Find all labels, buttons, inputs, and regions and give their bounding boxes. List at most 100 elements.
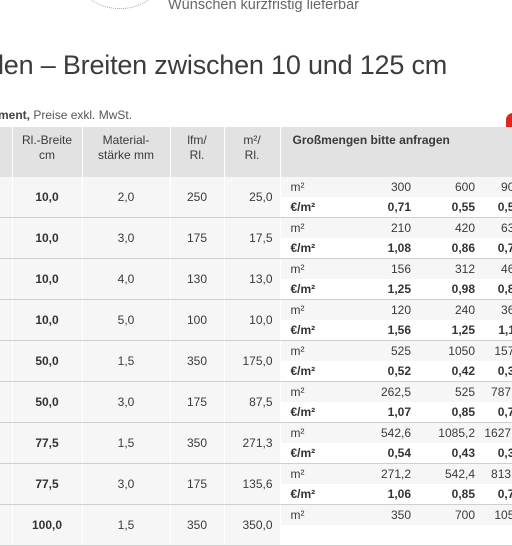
cell-price-3: 0,75 <box>482 484 512 505</box>
table-row-price: €/m²1,250,980,88 <box>0 279 512 300</box>
cell-width: 10,0 <box>12 217 83 259</box>
cell-unit-price: €/m² <box>280 361 346 382</box>
table-row-price: €/m²1,060,850,75 <box>0 484 512 505</box>
cell-unit-price: €/m² <box>280 279 346 300</box>
cell-lfm: 350 <box>170 340 225 382</box>
cell-lfm: 250 <box>170 177 225 218</box>
cell-qty-1: 210 <box>346 217 418 238</box>
cell-thickness: 3,0 <box>82 381 171 423</box>
cell-m2: 271,3 <box>224 422 281 464</box>
cell-price-1: 0,54 <box>346 443 418 464</box>
header-cell-cut <box>0 127 13 177</box>
cell-price-2: 0,86 <box>418 238 482 259</box>
cell-unit-price: €/m² <box>280 320 346 341</box>
cell-price-1: 1,07 <box>346 402 418 423</box>
cell-width: 77,5 <box>12 463 83 505</box>
table-row-price: €/m²1,080,860,76 <box>0 238 512 259</box>
cell-unit-qty: m² <box>280 299 346 320</box>
cell-qty-2: 600 <box>418 177 482 197</box>
table-row-price: €/m²1,561,251,11 <box>0 320 512 341</box>
cell-qty-1: 271,2 <box>346 463 418 484</box>
header-m2: m²/Rl. <box>224 127 281 177</box>
cell-qty-3: 813,6 <box>482 463 512 484</box>
cell-m2: 25,0 <box>224 177 281 218</box>
cell-lfm: 175 <box>170 381 225 423</box>
cell-m2: 175,0 <box>224 340 281 382</box>
cell-width: 10,0 <box>12 299 83 341</box>
cell-lfm: 175 <box>170 217 225 259</box>
row-edge-cell <box>0 258 13 300</box>
page-title: len – Breiten zwischen 10 und 125 cm <box>0 50 448 80</box>
price-note-rest: Preise exkl. MwSt. <box>30 108 133 122</box>
cell-qty-2: 1050 <box>418 340 482 361</box>
header-bulk: Großmengen bitte anfragen <box>280 127 512 177</box>
table-row-price: €/m²0,710,550,50 <box>0 197 512 218</box>
cell-qty-2: 420 <box>418 217 482 238</box>
cell-unit-price: €/m² <box>280 484 346 505</box>
row-edge-cell <box>0 299 13 341</box>
cell-unit-price: €/m² <box>280 402 346 423</box>
cell-unit-price: €/m² <box>280 197 346 218</box>
cell-unit-qty: m² <box>280 340 346 361</box>
cell-m2: 13,0 <box>224 258 281 300</box>
cell-price-2: 0,42 <box>418 361 482 382</box>
price-note: ment, Preise exkl. MwSt. <box>0 108 132 122</box>
cell-qty-3: 1627,8 <box>482 422 512 443</box>
cell-qty-2: 525 <box>418 381 482 402</box>
cell-thickness: 2,0 <box>82 177 171 218</box>
cell-price-2: 0,85 <box>418 484 482 505</box>
cell-price-1: 1,25 <box>346 279 418 300</box>
cell-qty-3: 1575 <box>482 340 512 361</box>
cell-qty-1: 300 <box>346 177 418 197</box>
cell-thickness: 1,5 <box>82 504 171 546</box>
cell-unit-qty: m² <box>280 463 346 484</box>
cell-price-1: 1,06 <box>346 484 418 505</box>
price-table: Rl.-Breite cm Material-stärke mm lfm/Rl. … <box>0 127 512 546</box>
row-edge-cell <box>0 381 13 423</box>
cell-m2: 135,6 <box>224 463 281 505</box>
table-row-price: €/m²0,540,430,39 <box>0 443 512 464</box>
cell-price-2: 0,43 <box>418 443 482 464</box>
price-note-bold: ment, <box>0 108 31 122</box>
cell-m2: 87,5 <box>224 381 281 423</box>
cell-price-3: 1,11 <box>482 320 512 341</box>
cell-qty-2: 700 <box>418 504 482 525</box>
cell-price-3: 0,76 <box>482 238 512 259</box>
cell-qty-3: 900 <box>482 177 512 197</box>
cell-unit-qty: m² <box>280 177 346 197</box>
cell-qty-3: 1050 <box>482 504 512 525</box>
cell-qty-2: 312 <box>418 258 482 279</box>
cell-qty-2: 542,4 <box>418 463 482 484</box>
cell-price-1: 0,52 <box>346 361 418 382</box>
cell-price-1: 1,56 <box>346 320 418 341</box>
cell-unit-qty: m² <box>280 258 346 279</box>
cell-width: 77,5 <box>12 422 83 464</box>
cell-price-3: 0,39 <box>482 443 512 464</box>
cell-price-2 <box>418 525 482 546</box>
cell-qty-3: 468 <box>482 258 512 279</box>
header-thickness: Material-stärke mm <box>82 127 171 177</box>
cell-qty-1: 350 <box>346 504 418 525</box>
cell-qty-1: 525 <box>346 340 418 361</box>
row-edge-cell <box>0 463 13 505</box>
cell-lfm: 100 <box>170 299 225 341</box>
cell-price-1: 1,08 <box>346 238 418 259</box>
table-row-price: €/m²1,070,850,75 <box>0 402 512 423</box>
table-row-price: €/m²0,520,420,37 <box>0 361 512 382</box>
cell-m2: 17,5 <box>224 217 281 259</box>
cell-unit-price: €/m² <box>280 238 346 259</box>
cell-price-3: 0,37 <box>482 361 512 382</box>
cell-width: 50,0 <box>12 381 83 423</box>
cell-qty-1: 542,6 <box>346 422 418 443</box>
cell-price-2: 1,25 <box>418 320 482 341</box>
cell-thickness: 5,0 <box>82 299 171 341</box>
cell-width: 10,0 <box>12 177 83 218</box>
